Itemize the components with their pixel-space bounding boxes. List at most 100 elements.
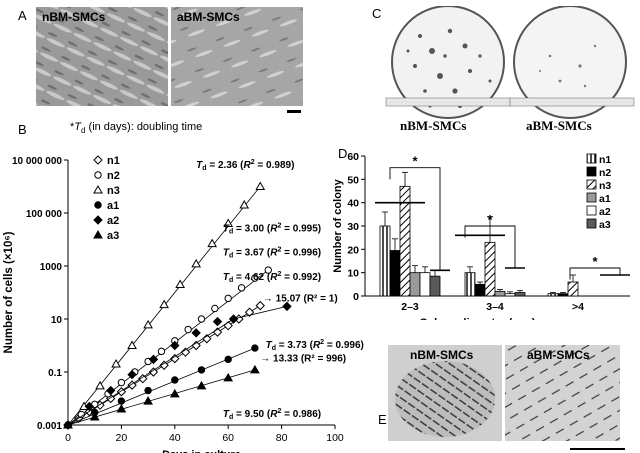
legend-swatch [586,218,597,229]
data-point [197,366,206,374]
data-point [211,304,219,313]
data-point [191,340,201,351]
data-point [94,171,102,179]
bar-n2 [389,250,401,297]
bar-n1 [379,225,391,297]
panel-a-image-2: aBM-SMCs [171,7,303,106]
x-axis-label: Days in culture [162,449,241,453]
data-point [170,353,180,364]
series-a3 [63,364,260,429]
bar-n3 [567,281,579,297]
data-point [159,299,169,309]
category-label: >4 [572,301,584,313]
doubling-time-label: Td = 3.73 (R2 = 0.996) [266,339,364,352]
doubling-time-note: *Td (in days): doubling time [70,121,202,135]
x-tick-label: 60 [222,432,234,444]
data-point [148,367,159,377]
x-axis-label: Colony diameter (mm) [419,317,535,320]
significance-star: * [592,254,598,269]
legend-label: n3 [107,185,120,197]
fit-line [67,347,256,426]
data-point [117,397,126,405]
dish-nbm [385,6,511,119]
growth-curve-chart: B *Td (in days): doubling time 0 20 40 60 80 10… [3,121,364,453]
data-point [144,386,152,395]
panel-e-image-2: aBM-SMCs [505,345,620,441]
legend-swatch [586,205,597,216]
data-point [180,347,191,357]
doubling-time-label: Td = 9.50 (R2 = 0.986) [223,408,321,421]
doubling-time-label: Td = 3.00 (R2 = 0.995) [223,223,321,236]
legend-swatch [586,153,597,164]
significance-star: * [412,154,418,169]
panel-b-letter: B [18,122,27,137]
y-tick-label: 10 [347,268,359,280]
series-a2 [63,301,292,430]
colony-texture [388,345,502,441]
data-point [138,373,148,384]
series-n3 [63,181,266,429]
legend-swatch [586,179,597,190]
data-point [228,314,239,324]
doubling-time-label: Td = 4.62 (R2 = 0.992) [223,271,321,284]
y-tick-label: 60 [347,151,359,163]
y-tick-label: 0.001 [37,421,62,432]
data-point [224,355,232,364]
fit-line [233,305,288,320]
bracket [464,225,516,268]
data-point [143,319,153,329]
data-point [197,315,206,323]
x-tick-label: 20 [116,432,128,444]
y-tick-label: 50 [347,174,359,186]
data-point [89,412,100,421]
fit-line [67,369,256,426]
y-tick-label: 20 [347,244,359,256]
bracket [569,267,621,280]
data-point [255,300,265,311]
panel-c-label-2: aBM-SMCs [526,118,592,133]
legend-label: n2 [107,170,120,182]
y-tick-label: 100 000 [26,209,63,220]
fit-line [67,269,269,426]
bar-a1 [494,290,506,297]
panel-a-image-1: nBM-SMCs [36,7,168,106]
panel-a-letter: A [18,8,27,23]
panel-e-letter: E [378,412,387,427]
data-point [244,307,255,317]
legend-label: n2 [599,167,611,179]
data-point [251,274,259,282]
panel-a-image-1-label: nBM-SMCs [42,10,106,24]
data-point [93,155,103,165]
y-axis-label: Number of colony [332,178,344,272]
data-point [191,258,202,268]
legend-swatch [586,192,597,203]
data-point [224,294,232,303]
data-point [239,200,250,209]
bar-a1 [409,272,421,297]
data-point [157,347,166,356]
category-label: 3–4 [486,301,504,313]
data-point [255,181,266,190]
dish-abm [509,6,635,119]
doubling-time-label: Td = 2.36 (R2 = 0.989) [196,159,294,172]
y-tick-label: 10 000 000 [12,156,62,167]
data-point [237,284,246,292]
legend-label: a2 [599,206,611,218]
data-point [93,229,103,239]
bar-a3 [429,275,441,297]
legend-label: n3 [599,180,611,192]
scale-bar [287,110,301,113]
bracket [389,167,441,271]
bar-n3 [484,241,496,297]
legend-label: a3 [599,219,611,231]
data-point [127,340,137,349]
y-tick-label: 30 [347,221,359,233]
colony-bar-chart: D 0 10 20 30 40 50 60 Number of colony Colony dia… [332,146,630,320]
legend-label: n1 [599,154,611,166]
arrow-annotation: → 13.33 (R² = 996) [260,353,346,364]
legend-label: a1 [599,193,611,205]
legend-label: a2 [107,215,119,227]
legend-label: n1 [107,155,120,167]
